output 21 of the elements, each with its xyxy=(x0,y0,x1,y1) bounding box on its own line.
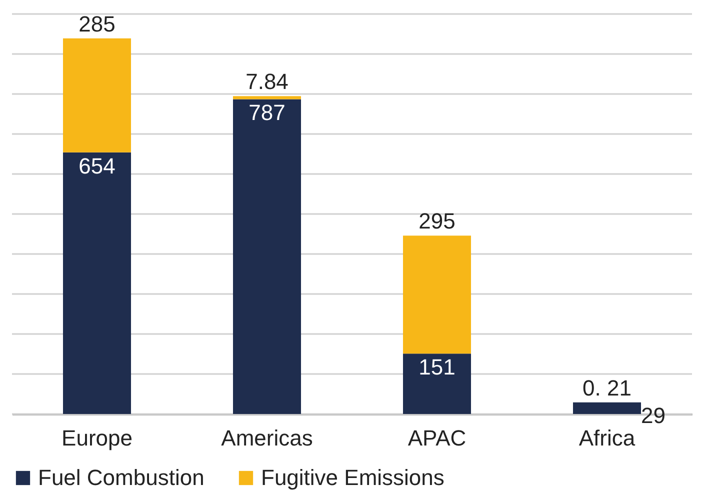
x-tick-label: Africa xyxy=(578,426,636,450)
bar xyxy=(233,96,301,100)
bar xyxy=(63,152,131,414)
legend-label: Fuel Combustion xyxy=(38,465,204,490)
data-label: 295 xyxy=(418,208,456,234)
bar xyxy=(573,402,641,414)
x-tick-label: Europe xyxy=(62,426,132,450)
data-label: 787 xyxy=(248,100,286,126)
data-label: 151 xyxy=(418,354,456,380)
data-label: 0. 21 xyxy=(582,375,632,400)
legend-label: Fugitive Emissions xyxy=(261,465,444,490)
data-label: 7.84 xyxy=(246,69,288,94)
data-label: 654 xyxy=(78,153,116,178)
x-tick-label: Americas xyxy=(221,426,313,450)
data-label: 285 xyxy=(78,11,116,36)
bar xyxy=(403,354,471,414)
data-label: 29 xyxy=(641,403,666,428)
bar xyxy=(63,38,131,152)
x-tick-label: APAC xyxy=(408,426,466,450)
bar xyxy=(233,99,301,414)
bar xyxy=(403,236,471,354)
